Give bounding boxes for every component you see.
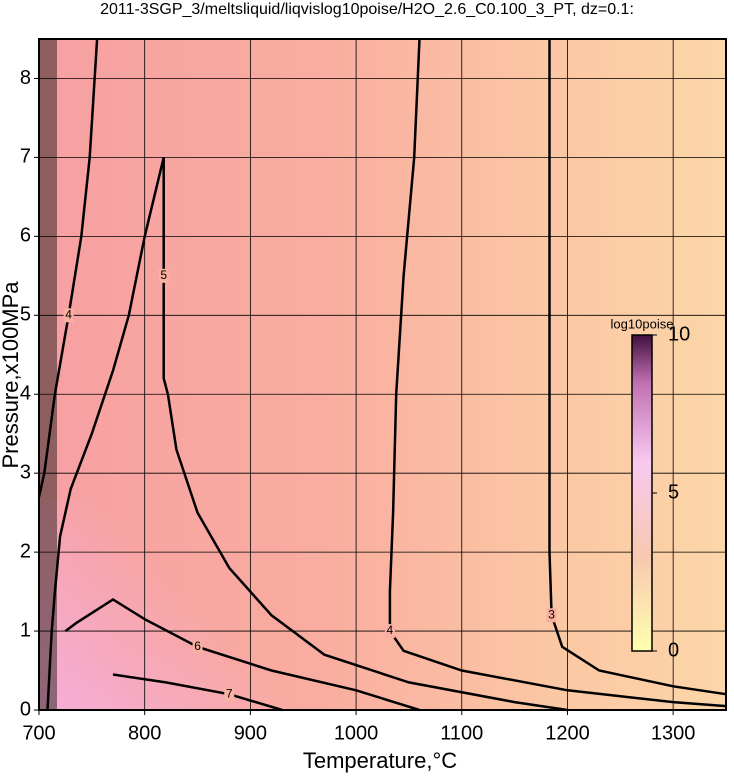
y-tick-label: 4 xyxy=(20,383,31,405)
x-tick-label: 1300 xyxy=(651,722,696,744)
contour-label: 5 xyxy=(160,268,167,282)
contour-line xyxy=(388,38,727,708)
y-tick-label: 8 xyxy=(20,67,31,89)
contour-line xyxy=(64,598,420,712)
y-tick-label: 0 xyxy=(20,698,31,720)
dense-contours xyxy=(39,39,57,710)
contour-label-bg xyxy=(158,268,169,283)
contour-line xyxy=(46,157,568,712)
contour-label: 3 xyxy=(548,607,555,621)
contour-label-bg xyxy=(192,639,203,654)
y-tick-label: 5 xyxy=(20,304,31,326)
x-axis-label: Temperature,°C xyxy=(303,748,457,773)
y-tick-label: 6 xyxy=(20,225,31,247)
contour-label: 7 xyxy=(226,686,233,700)
colorbar-tick-label: 10 xyxy=(668,323,690,345)
x-tick-label: 800 xyxy=(128,722,161,744)
colorbar xyxy=(631,334,653,652)
y-tick-label: 2 xyxy=(20,540,31,562)
contour-label-bg xyxy=(546,608,557,623)
colorbar-tick-label: 5 xyxy=(668,481,679,503)
colorbar-tick-label: 0 xyxy=(668,639,679,661)
x-tick-label: 1200 xyxy=(545,722,590,744)
contour-label: 4 xyxy=(65,307,72,321)
colorbar-label: log10poise xyxy=(611,316,674,331)
contour-line xyxy=(112,673,283,712)
contour-label: 6 xyxy=(194,639,201,653)
y-tick-label: 7 xyxy=(20,146,31,168)
contour-label-bg xyxy=(224,687,235,702)
contour-label-bg xyxy=(63,308,74,323)
plot-shade xyxy=(39,500,339,710)
x-tick-label: 700 xyxy=(22,722,55,744)
y-axis-label: Pressure,x100MPa xyxy=(0,281,23,469)
y-tick-label: 1 xyxy=(20,619,31,641)
y-tick-label: 3 xyxy=(20,461,31,483)
contour-label-bg xyxy=(384,624,395,639)
x-tick-label: 900 xyxy=(234,722,267,744)
contour-label: 4 xyxy=(387,623,394,637)
x-tick-label: 1100 xyxy=(440,722,483,744)
x-tick-label: 1000 xyxy=(334,722,379,744)
plot-frame xyxy=(38,38,727,711)
chart-title: 2011-3SGP_3/meltsliquid/liqvislog10poise… xyxy=(100,1,634,18)
